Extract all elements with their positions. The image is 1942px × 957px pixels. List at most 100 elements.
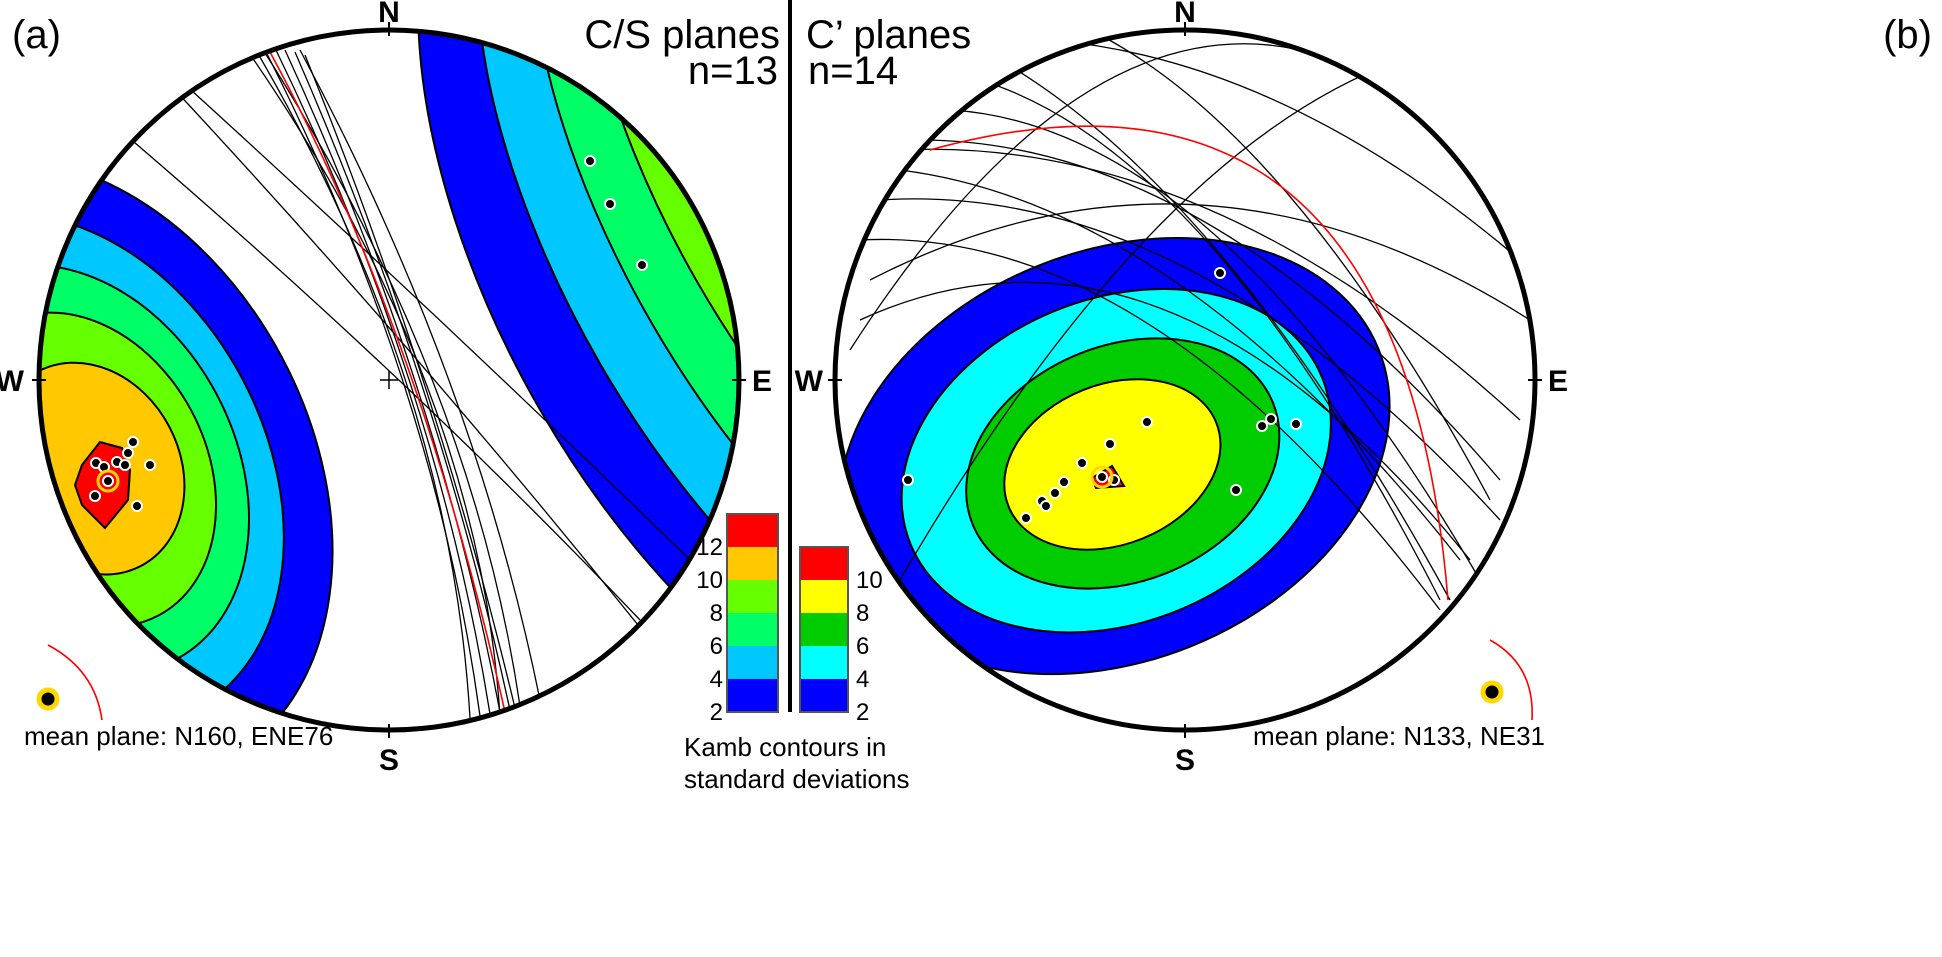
east-label-a: E — [752, 365, 772, 398]
south-label-a: S — [379, 744, 399, 777]
great-circle-a — [284, 49, 501, 713]
panel-label-a: (a) — [12, 13, 61, 57]
poles-a — [89, 155, 648, 512]
legend-tick-label: 4 — [710, 666, 723, 693]
legend-swatch — [727, 547, 778, 580]
legend-swatch — [800, 646, 848, 679]
contour-a-ne-4 — [475, 30, 739, 710]
panel-label-b: (b) — [1883, 13, 1932, 57]
north-label-b: N — [1174, 0, 1196, 29]
legend-swatch — [800, 547, 848, 580]
pole-point — [1040, 500, 1052, 512]
pole-point — [1214, 267, 1226, 279]
mean-pole-symbol-a — [36, 687, 60, 711]
contour-a-ne-8 — [584, 30, 739, 578]
stereonet-a: N S W E (a) C/S planes n=13 mean plane: … — [0, 0, 780, 777]
great-circle-a — [239, 39, 501, 717]
legend-swatch — [800, 580, 848, 613]
legend-swatch — [727, 646, 778, 679]
mean-pole-symbol-b — [1480, 680, 1504, 704]
great-circle-b — [899, 59, 1401, 581]
pole-point — [122, 447, 134, 459]
pole-point — [1256, 420, 1268, 432]
great-circle-a — [119, 129, 641, 621]
pole-point — [1104, 438, 1116, 450]
contour-a-ne-2 — [417, 30, 739, 730]
kamb-contours-a — [39, 30, 739, 730]
great-circles-b — [849, 34, 1531, 611]
mean-plane-a: mean plane: N160, ENE76 — [24, 721, 333, 751]
legend-tick-label: 8 — [710, 600, 723, 627]
great-circle-a — [179, 79, 691, 561]
great-circle-a — [304, 54, 516, 709]
pole-point — [584, 155, 596, 167]
great-circle-a — [261, 43, 481, 717]
mean-plane-symbol-curve-b — [1489, 639, 1533, 721]
panel-title-a: C/S planes — [584, 13, 780, 57]
pole-point — [1058, 476, 1070, 488]
legend-tick-label: 6 — [856, 633, 869, 660]
legend-tick-label: 2 — [710, 699, 723, 726]
legend-swatch — [727, 613, 778, 646]
great-circle-a — [174, 89, 651, 641]
great-circle-b — [849, 43, 1301, 351]
stereonet-b: N S W E C’ planes n=14 (b) mean plane: N… — [795, 0, 1932, 777]
legend-a: 2 4 6 8 10 12 — [696, 513, 779, 726]
pole-point — [902, 474, 914, 486]
mean-great-circle-b — [929, 125, 1449, 601]
west-label-b: W — [795, 365, 824, 398]
kamb-contours-b — [838, 34, 1531, 676]
legend-tick-label: 4 — [856, 666, 869, 693]
contour-a-ne-6 — [531, 30, 739, 643]
legend-swatch — [727, 514, 778, 547]
legend-swatch — [727, 679, 778, 712]
poles-b — [902, 267, 1302, 524]
great-circle-a — [299, 49, 541, 701]
pole-point — [119, 459, 131, 471]
pole-point — [1230, 484, 1242, 496]
pole-point — [1141, 416, 1153, 428]
legend-b: 2 4 6 8 10 — [799, 546, 883, 726]
pole-point — [1290, 418, 1302, 430]
mean-plane-b: mean plane: N133, NE31 — [1253, 721, 1545, 751]
pole-point — [127, 436, 139, 448]
south-label-b: S — [1175, 744, 1195, 777]
legend-tick-label: 10 — [696, 567, 723, 594]
legend-caption-line2: standard deviations — [684, 764, 909, 794]
legend-tick-label: 10 — [856, 567, 883, 594]
pole-point — [1020, 512, 1032, 524]
great-circle-b — [949, 109, 1481, 581]
contour-b-8 — [1003, 378, 1222, 551]
legend-frame — [726, 513, 779, 713]
pole-point — [1049, 487, 1061, 499]
legend-caption-line1: Kamb contours in — [684, 732, 886, 762]
pole-point — [636, 259, 648, 271]
pole-point — [604, 198, 616, 210]
legend-tick-label: 12 — [696, 534, 723, 561]
legend-tick-label: 6 — [710, 633, 723, 660]
legend-frame — [799, 546, 849, 713]
pole-point — [1076, 457, 1088, 469]
pole-point — [102, 475, 114, 487]
great-circle-b — [879, 198, 1501, 521]
north-label-a: N — [378, 0, 400, 29]
great-circle-b — [1049, 39, 1521, 261]
great-circle-b — [859, 281, 1471, 561]
center-cross-a — [380, 371, 398, 389]
legend-tick-label: 8 — [856, 600, 869, 627]
great-circle-b — [1099, 34, 1491, 501]
west-label-a: W — [0, 365, 25, 398]
great-circle-b — [899, 148, 1521, 421]
great-circle-b — [899, 169, 1461, 561]
mean-pole-a — [96, 469, 120, 493]
pole-point — [1096, 471, 1108, 483]
mean-great-circle-a — [269, 51, 506, 713]
great-circle-b — [859, 238, 1441, 611]
pole-point — [131, 500, 143, 512]
great-circle-b — [869, 203, 1531, 321]
legend-swatch — [800, 613, 848, 646]
east-label-b: E — [1548, 365, 1568, 398]
great-circle-b — [999, 59, 1451, 601]
legend-tick-label: 2 — [856, 699, 869, 726]
great-circle-b — [919, 139, 1501, 481]
